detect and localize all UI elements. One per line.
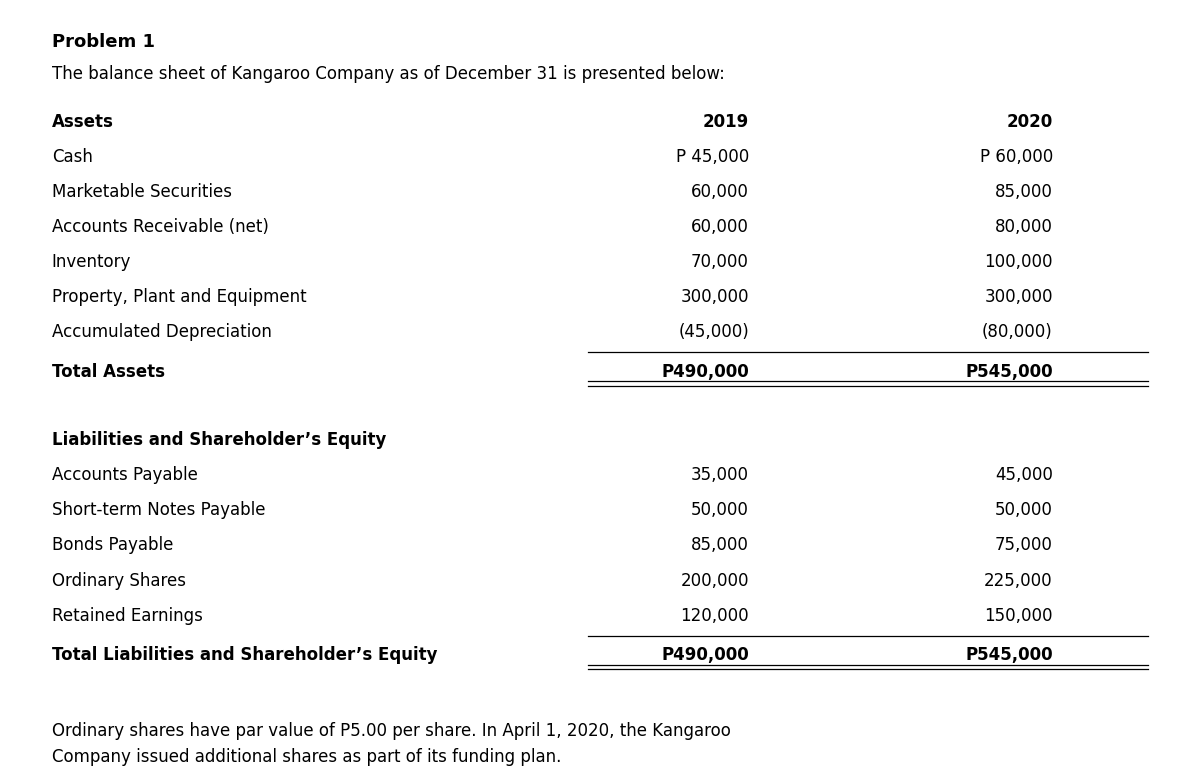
Text: 45,000: 45,000: [995, 466, 1052, 484]
Text: 85,000: 85,000: [995, 183, 1052, 201]
Text: 200,000: 200,000: [680, 571, 749, 590]
Text: The balance sheet of Kangaroo Company as of December 31 is presented below:: The balance sheet of Kangaroo Company as…: [52, 65, 725, 83]
Text: P545,000: P545,000: [965, 646, 1052, 664]
Text: 80,000: 80,000: [995, 218, 1052, 236]
Text: Inventory: Inventory: [52, 253, 131, 271]
Text: 300,000: 300,000: [984, 288, 1052, 306]
Text: Cash: Cash: [52, 148, 92, 165]
Text: P490,000: P490,000: [661, 363, 749, 381]
Text: 225,000: 225,000: [984, 571, 1052, 590]
Text: P490,000: P490,000: [661, 646, 749, 664]
Text: Accounts Receivable (net): Accounts Receivable (net): [52, 218, 269, 236]
Text: Ordinary shares have par value of P5.00 per share. In April 1, 2020, the Kangaro: Ordinary shares have par value of P5.00 …: [52, 722, 731, 766]
Text: 2019: 2019: [703, 113, 749, 131]
Text: (45,000): (45,000): [678, 323, 749, 342]
Text: 50,000: 50,000: [691, 502, 749, 519]
Text: Total Liabilities and Shareholder’s Equity: Total Liabilities and Shareholder’s Equi…: [52, 646, 437, 664]
Text: P545,000: P545,000: [965, 363, 1052, 381]
Text: (80,000): (80,000): [982, 323, 1052, 342]
Text: 35,000: 35,000: [691, 466, 749, 484]
Text: 50,000: 50,000: [995, 502, 1052, 519]
Text: 2020: 2020: [1007, 113, 1052, 131]
Text: Problem 1: Problem 1: [52, 33, 155, 52]
Text: 85,000: 85,000: [691, 536, 749, 554]
Text: 300,000: 300,000: [680, 288, 749, 306]
Text: Short-term Notes Payable: Short-term Notes Payable: [52, 502, 265, 519]
Text: 75,000: 75,000: [995, 536, 1052, 554]
Text: Accumulated Depreciation: Accumulated Depreciation: [52, 323, 271, 342]
Text: 60,000: 60,000: [691, 218, 749, 236]
Text: Total Assets: Total Assets: [52, 363, 164, 381]
Text: Accounts Payable: Accounts Payable: [52, 466, 198, 484]
Text: 150,000: 150,000: [984, 607, 1052, 625]
Text: Property, Plant and Equipment: Property, Plant and Equipment: [52, 288, 306, 306]
Text: Retained Earnings: Retained Earnings: [52, 607, 203, 625]
Text: 70,000: 70,000: [691, 253, 749, 271]
Text: P 60,000: P 60,000: [979, 148, 1052, 165]
Text: Liabilities and Shareholder’s Equity: Liabilities and Shareholder’s Equity: [52, 431, 386, 449]
Text: 100,000: 100,000: [984, 253, 1052, 271]
Text: Marketable Securities: Marketable Securities: [52, 183, 232, 201]
Text: P 45,000: P 45,000: [676, 148, 749, 165]
Text: Ordinary Shares: Ordinary Shares: [52, 571, 186, 590]
Text: 120,000: 120,000: [680, 607, 749, 625]
Text: Bonds Payable: Bonds Payable: [52, 536, 173, 554]
Text: Assets: Assets: [52, 113, 114, 131]
Text: 60,000: 60,000: [691, 183, 749, 201]
